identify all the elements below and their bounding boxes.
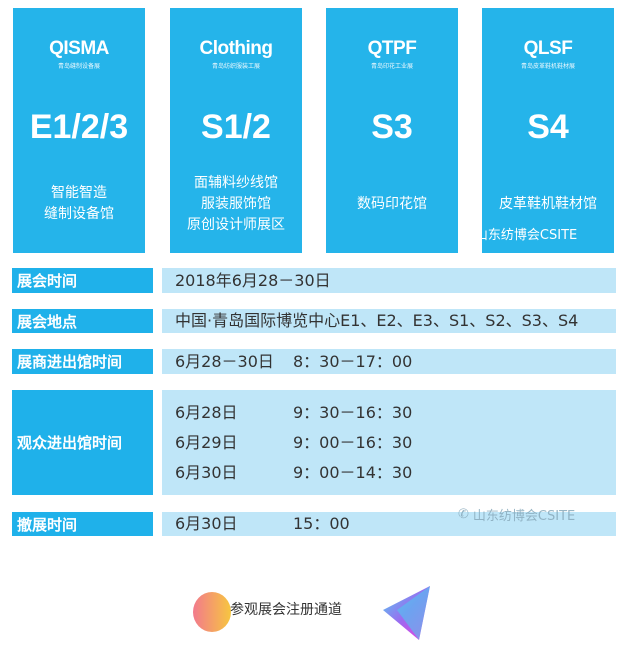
hall-card: QTPF 青岛印花工业展 S3 数码印花馆 xyxy=(326,8,458,253)
gradient-circle-icon xyxy=(193,592,231,632)
logo-text: QLSF xyxy=(523,38,573,59)
row-label: 展商进出馆时间 xyxy=(12,349,153,374)
row-value: 6月28日 9：30－16：30 6月29日 9：00－16：30 6月30日 9：00－… xyxy=(162,390,616,495)
value-date: 6月29日 xyxy=(175,432,238,452)
exhibition-logo: Clothing 青岛纺织服装工展 xyxy=(170,38,302,74)
row-value: 6月28－30日 8：30－17：00 xyxy=(162,349,616,374)
value-date: 6月28日 xyxy=(175,402,238,422)
hall-number: S1/2 xyxy=(201,108,271,146)
wechat-icon: ✆ xyxy=(460,226,471,241)
value-date: 6月28－30日 xyxy=(175,351,274,371)
value-time: 9：30－16：30 xyxy=(293,402,413,422)
exhibition-logo: QTPF 青岛印花工业展 xyxy=(326,38,458,74)
value-time: 15：00 xyxy=(293,514,350,533)
hall-description-line: 智能智造 xyxy=(51,185,107,201)
row-label: 观众进出馆时间 xyxy=(12,390,153,495)
hall-description: 皮革鞋机鞋材馆 xyxy=(482,194,614,215)
register-link[interactable]: 参观展会注册通道 xyxy=(230,602,342,618)
hall-description-line: 服装服饰馆 xyxy=(201,196,271,212)
hall-description-line: 缝制设备馆 xyxy=(44,206,114,222)
hall-number: E1/2/3 xyxy=(29,108,129,146)
hall-number: S3 xyxy=(371,108,413,146)
hall-card: Clothing 青岛纺织服装工展 S1/2 面辅料纱线馆 服装服饰馆原创设计师展区 xyxy=(170,8,302,253)
value-date: 中国·青岛国际博览中心E1、E2、E3、S1、S2、S3、S4 xyxy=(175,311,579,330)
hall-description-line: 面辅料纱线馆 xyxy=(194,175,278,191)
hall-description: 面辅料纱线馆 服装服饰馆原创设计师展区 xyxy=(170,173,302,236)
row-label: 展会时间 xyxy=(12,268,153,293)
watermark: ✆ 山东纺博会CSITE xyxy=(460,226,578,243)
hall-description: 数码印花馆 xyxy=(326,194,458,215)
logo-subtitle: 青岛皮革鞋机鞋材展 xyxy=(520,63,575,70)
watermark: ✆ 山东纺博会CSITE xyxy=(458,507,576,524)
logo-subtitle: 青岛纺织服装工展 xyxy=(211,63,260,70)
value-time: 8：30－17：00 xyxy=(293,351,413,371)
logo-text: QTPF xyxy=(367,38,417,59)
value-time: 9：00－14：30 xyxy=(293,462,413,482)
hall-description: 智能智造 缝制设备馆 xyxy=(13,183,145,225)
logo-text: Clothing xyxy=(199,38,273,59)
logo-text: QISMA xyxy=(49,38,109,59)
hall-description-line: 皮革鞋机鞋材馆 xyxy=(499,196,597,212)
exhibition-logo: QLSF 青岛皮革鞋机鞋材展 xyxy=(482,38,614,74)
hall-card: QLSF 青岛皮革鞋机鞋材展 S4 皮革鞋机鞋材馆 ✆ 山东纺博会CSITE xyxy=(460,8,614,253)
row-label: 撤展时间 xyxy=(12,512,153,536)
wechat-icon: ✆ xyxy=(458,507,469,522)
row-value: 中国·青岛国际博览中心E1、E2、E3、S1、S2、S3、S4 xyxy=(162,309,616,333)
hall-number: S4 xyxy=(527,108,569,146)
hall-description-line: 原创设计师展区 xyxy=(187,217,285,233)
triangle-arrow-icon[interactable] xyxy=(383,584,433,642)
row-value: 2018年6月28－30日 xyxy=(162,268,616,293)
row-label: 展会地点 xyxy=(12,309,153,333)
row-value: 6月30日 15：00 xyxy=(162,512,616,536)
value-time: 9：00－16：30 xyxy=(293,432,413,452)
logo-subtitle: 青岛缝制设备展 xyxy=(57,63,100,70)
value-date: 6月30日 xyxy=(175,514,238,533)
logo-subtitle: 青岛印花工业展 xyxy=(370,63,413,70)
exhibition-logo: QISMA 青岛缝制设备展 xyxy=(13,38,145,74)
value-date: 6月30日 xyxy=(175,462,238,482)
hall-card: QISMA 青岛缝制设备展 E1/2/3 智能智造缝制设备馆 xyxy=(13,8,145,253)
value-date: 2018年6月28－30日 xyxy=(175,270,331,290)
hall-description-line: 数码印花馆 xyxy=(357,196,427,212)
